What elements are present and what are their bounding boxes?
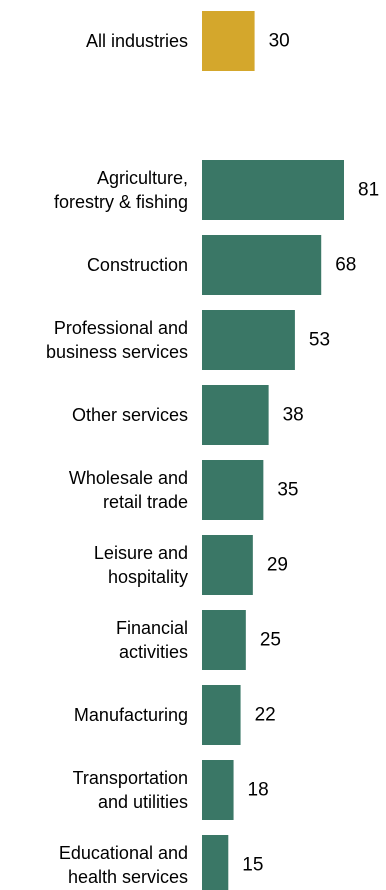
value-label-7: 25	[260, 630, 281, 651]
category-label-9-line-1: and utilities	[98, 792, 188, 812]
category-label-5-line-1: retail trade	[103, 492, 188, 512]
value-label-6: 29	[267, 555, 288, 576]
bars-layer	[202, 11, 344, 890]
category-label-4-line-0: Other services	[72, 405, 188, 425]
category-label-1-line-0: Agriculture,	[97, 168, 188, 188]
bar-6	[202, 535, 253, 595]
bar-9	[202, 760, 234, 820]
category-label-10-line-0: Educational and	[59, 843, 188, 863]
bar-5	[202, 460, 264, 520]
bar-0	[202, 11, 255, 71]
category-label-2-line-0: Construction	[87, 255, 188, 275]
bar-10	[202, 835, 229, 890]
value-label-10: 15	[242, 855, 263, 876]
value-label-2: 68	[335, 255, 356, 276]
value-label-9: 18	[248, 780, 269, 801]
category-label-7-line-1: activities	[119, 642, 188, 662]
bar-4	[202, 385, 269, 445]
category-label-7-line-0: Financial	[116, 618, 188, 638]
bar-8	[202, 685, 241, 745]
category-label-8-line-0: Manufacturing	[74, 705, 188, 725]
category-label-6-line-1: hospitality	[108, 567, 188, 587]
bar-3	[202, 310, 295, 370]
category-label-5-line-0: Wholesale and	[69, 468, 188, 488]
category-label-9-line-0: Transportation	[73, 768, 188, 788]
value-label-8: 22	[255, 705, 276, 726]
value-label-3: 53	[309, 330, 330, 351]
value-label-4: 38	[283, 405, 304, 426]
value-label-1: 81	[358, 180, 379, 201]
category-label-10-line-1: health services	[68, 867, 188, 887]
category-label-1-line-1: forestry & fishing	[54, 192, 188, 212]
bar-1	[202, 160, 344, 220]
bar-2	[202, 235, 322, 295]
category-label-3-line-0: Professional and	[54, 318, 188, 338]
bar-7	[202, 610, 246, 670]
category-label-0-line-0: All industries	[86, 31, 188, 51]
value-label-0: 30	[269, 31, 290, 52]
value-label-5: 35	[277, 480, 298, 501]
category-label-6-line-0: Leisure and	[94, 543, 188, 563]
category-label-3-line-1: business services	[46, 342, 188, 362]
labels-layer: 30 All industries 81 Agriculture, forestry &…	[46, 31, 379, 888]
